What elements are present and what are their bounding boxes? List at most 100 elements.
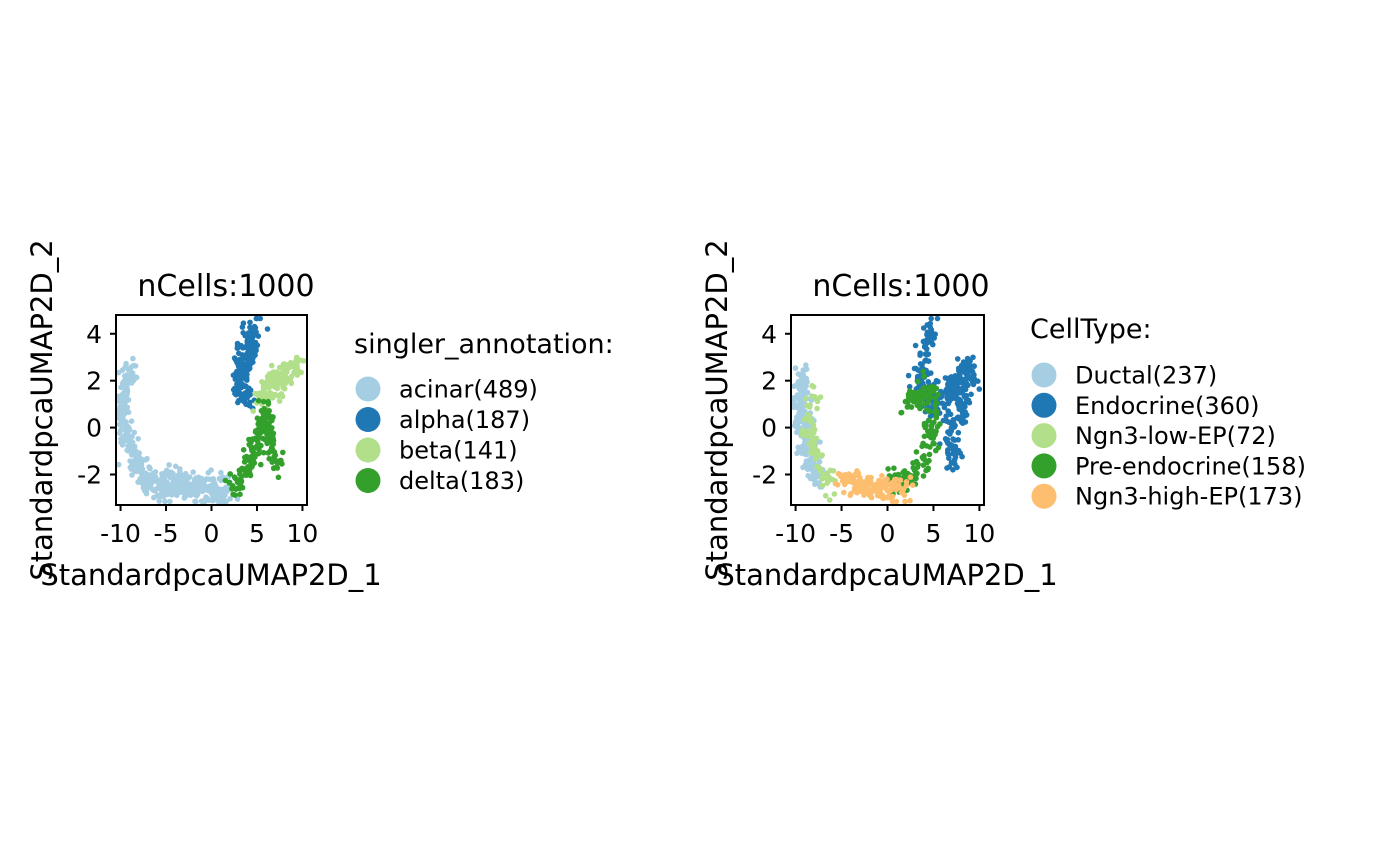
data-point: [241, 459, 248, 465]
chart-panel-2: nCells:1000-10 -5 0 5 10-2024StandardpcaUMAP…: [700, 239, 1306, 592]
data-point: [218, 469, 224, 476]
legend: CellType: Ductal(237)Endocrine(360)Ngn3-l…: [1030, 314, 1306, 511]
data-point: [274, 385, 281, 392]
data-point: [128, 418, 135, 425]
data-point: [907, 497, 913, 504]
data-point: [927, 444, 933, 450]
data-point: [794, 450, 800, 457]
data-point: [914, 389, 921, 396]
data-point: [156, 498, 162, 504]
data-point: [176, 475, 182, 482]
data-point: [808, 455, 815, 462]
data-point: [262, 385, 268, 392]
data-point: [900, 486, 907, 492]
data-point: [925, 399, 931, 406]
data-point: [254, 438, 261, 445]
data-point: [208, 467, 214, 473]
data-point: [127, 458, 133, 464]
data-point: [970, 381, 977, 388]
data-point: [135, 479, 141, 485]
data-point: [297, 357, 304, 363]
data-point: [229, 485, 235, 492]
legend: singler_annotation: acinar(489)alpha(187)…: [354, 329, 614, 495]
data-point: [945, 408, 951, 414]
data-point: [810, 384, 817, 390]
data-point: [115, 461, 122, 468]
x-tick-label: 0: [880, 519, 896, 548]
data-point: [910, 389, 917, 396]
data-point: [889, 498, 896, 505]
data-point: [956, 372, 962, 378]
data-point: [859, 479, 866, 485]
data-point: [255, 397, 262, 404]
data-point: [922, 394, 928, 401]
x-tick-label: -10: [100, 519, 141, 548]
data-point: [230, 386, 237, 393]
data-point: [898, 409, 905, 416]
data-point: [122, 376, 129, 382]
data-point: [276, 398, 283, 404]
data-point: [116, 421, 123, 428]
data-point: [801, 390, 807, 397]
x-tick-label: 10: [963, 519, 995, 548]
data-point: [243, 453, 250, 460]
data-point: [924, 329, 931, 336]
data-point: [948, 459, 955, 466]
data-point: [832, 480, 839, 487]
series-4: [222, 397, 286, 498]
data-point: [970, 354, 976, 361]
data-point: [950, 420, 957, 426]
data-point: [837, 473, 844, 480]
data-point: [920, 473, 927, 479]
data-point: [880, 495, 886, 502]
data-point: [791, 400, 797, 406]
data-point: [272, 452, 279, 459]
data-point: [864, 477, 870, 483]
data-point: [943, 413, 949, 419]
legend-item: alpha(187): [355, 406, 530, 434]
data-point: [268, 417, 275, 424]
data-point: [793, 382, 799, 389]
data-point: [814, 448, 821, 454]
data-point: [133, 374, 140, 381]
data-point: [121, 410, 128, 417]
data-point: [800, 368, 807, 374]
data-point: [147, 483, 154, 489]
data-point: [274, 458, 280, 464]
data-point: [213, 485, 219, 492]
data-point: [944, 385, 951, 392]
y-tick-label: 2: [761, 367, 777, 396]
data-point: [254, 443, 260, 450]
data-point: [900, 469, 906, 476]
legend-item: acinar(489): [355, 376, 538, 404]
data-point: [278, 391, 285, 397]
data-point: [792, 365, 799, 371]
data-point: [268, 362, 275, 369]
data-point: [813, 435, 820, 442]
data-point: [153, 477, 160, 484]
data-point: [814, 405, 820, 412]
data-point: [230, 491, 236, 498]
data-point: [136, 462, 143, 468]
data-point: [802, 395, 809, 402]
data-point: [280, 375, 286, 382]
data-point: [255, 333, 262, 339]
data-point: [264, 326, 271, 332]
data-point: [889, 484, 895, 491]
data-point: [945, 380, 952, 387]
data-point: [131, 429, 138, 436]
y-tick-label: 4: [86, 320, 102, 349]
data-point: [806, 413, 813, 420]
data-point: [162, 498, 168, 505]
x-tick-label: -10: [775, 519, 816, 548]
data-point: [252, 429, 259, 435]
data-point: [965, 359, 971, 366]
data-point: [265, 398, 272, 405]
legend-item: delta(183): [355, 467, 524, 495]
data-point: [933, 447, 939, 454]
data-point: [930, 440, 936, 447]
data-point: [853, 484, 859, 491]
data-point: [935, 378, 941, 385]
data-point: [157, 492, 164, 499]
data-point: [934, 423, 941, 430]
